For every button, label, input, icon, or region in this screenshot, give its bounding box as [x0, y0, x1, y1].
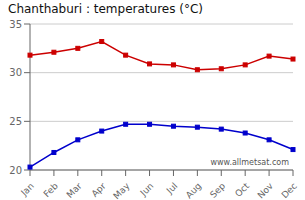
svg-text:Sep: Sep [208, 181, 227, 200]
svg-text:Nov: Nov [256, 180, 276, 200]
svg-text:Feb: Feb [42, 181, 61, 200]
svg-text:20: 20 [9, 165, 22, 176]
svg-text:Dec: Dec [280, 181, 297, 200]
svg-text:Jun: Jun [138, 181, 156, 199]
html-text:Chanthaburi : temperatures (°C: Chanthaburi : temperatures (°C) [8, 2, 203, 16]
svg-text:Jul: Jul [164, 181, 179, 196]
svg-text:30: 30 [9, 67, 22, 78]
svg-text:Apr: Apr [90, 181, 108, 199]
html-text:www.allmetsat.com: www.allmetsat.com [210, 158, 289, 167]
svg-text:Oct: Oct [233, 181, 251, 199]
svg-text:Mar: Mar [65, 181, 84, 200]
svg-text:35: 35 [9, 19, 22, 30]
svg-text:Aug: Aug [184, 181, 204, 200]
svg-text:Jan: Jan [18, 181, 36, 199]
svg-text:May: May [111, 180, 132, 200]
svg-text:25: 25 [9, 116, 22, 127]
